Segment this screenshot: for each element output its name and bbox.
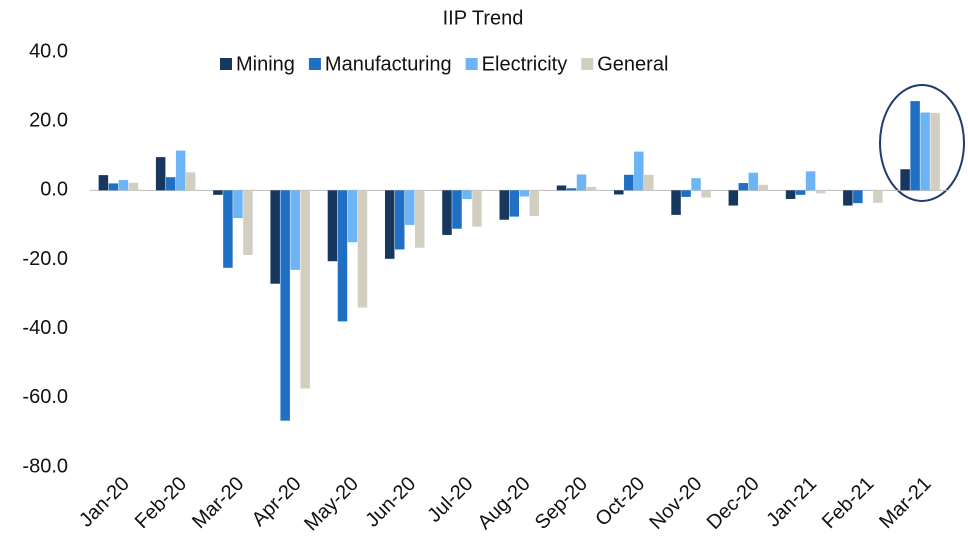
bar	[576, 174, 587, 191]
legend-label: Manufacturing	[325, 53, 452, 75]
bar	[586, 186, 597, 191]
bar	[815, 190, 826, 194]
bar	[873, 190, 883, 203]
bar	[805, 171, 816, 191]
bar	[118, 179, 129, 191]
bar	[347, 190, 358, 243]
legend-swatch	[581, 58, 594, 70]
bar	[614, 190, 624, 195]
bar	[462, 190, 472, 199]
bar	[758, 184, 769, 191]
bar	[357, 190, 368, 308]
legend-swatch	[220, 58, 232, 70]
bar	[337, 190, 348, 322]
bar	[634, 151, 644, 191]
bar	[384, 190, 395, 259]
bar	[290, 190, 300, 270]
bar	[930, 112, 940, 191]
x-tick-label: Mar-20	[188, 473, 248, 533]
bar	[472, 190, 482, 227]
bar	[785, 190, 796, 199]
x-tick-label: Dec-20	[703, 473, 764, 534]
x-tick-label: Mar-21	[875, 473, 935, 533]
chart-title: IIP Trend	[443, 7, 524, 29]
bar	[243, 190, 253, 256]
bar	[98, 175, 109, 191]
bar	[738, 183, 749, 191]
x-tick-label: Jun-20	[361, 473, 420, 532]
x-tick-label: Apr-20	[248, 473, 306, 531]
x-tick-label: Nov-20	[645, 473, 706, 534]
legend-label: Electricity	[482, 53, 568, 75]
y-tick-label: -60.0	[22, 386, 68, 408]
bar	[213, 190, 223, 195]
x-tick-label: Sep-20	[531, 473, 592, 534]
bar	[270, 190, 280, 284]
bar	[900, 169, 910, 191]
legend-label: General	[597, 53, 668, 75]
legend-swatch	[308, 58, 321, 70]
bar	[728, 190, 739, 206]
y-tick-label: 20.0	[29, 109, 68, 131]
x-tick-label: Feb-20	[131, 473, 191, 533]
bar	[671, 190, 681, 215]
x-tick-label: Jan-20	[75, 473, 134, 532]
bar	[394, 190, 405, 250]
bar	[442, 190, 452, 235]
bar	[681, 190, 691, 197]
bar	[108, 183, 119, 191]
bar	[624, 174, 634, 191]
bar	[499, 190, 509, 220]
bar	[223, 190, 233, 268]
y-tick-label: -40.0	[22, 317, 68, 339]
y-tick-label: 0.0	[40, 179, 68, 201]
bar	[280, 190, 290, 421]
x-tick-label: Oct-20	[591, 473, 649, 531]
y-tick-label: 40.0	[29, 40, 68, 62]
x-tick-label: Feb-21	[818, 473, 878, 533]
bar	[300, 190, 310, 389]
bar	[185, 172, 196, 191]
bar	[233, 190, 243, 218]
bar	[155, 157, 166, 191]
bar	[519, 190, 529, 197]
bar	[452, 190, 462, 229]
bar	[920, 112, 930, 191]
bar	[691, 178, 701, 191]
bar	[701, 190, 711, 198]
x-tick-label: Jul-20	[423, 473, 477, 527]
bar	[509, 190, 519, 217]
bar	[165, 177, 176, 191]
x-tick-label: Jan-21	[762, 473, 821, 532]
bar	[843, 190, 853, 206]
bar	[644, 174, 654, 191]
y-tick-label: -20.0	[22, 248, 68, 270]
bar	[128, 182, 139, 191]
bar	[853, 190, 863, 204]
bar	[910, 101, 920, 191]
legend-label: Mining	[236, 53, 295, 75]
bar	[414, 190, 425, 248]
bar	[175, 150, 186, 191]
bar	[566, 188, 577, 191]
bar	[556, 185, 567, 191]
bar	[795, 190, 806, 195]
legend-swatch	[465, 58, 478, 70]
x-tick-label: May-20	[300, 473, 363, 536]
bar	[404, 190, 415, 225]
y-tick-label: -80.0	[22, 455, 68, 477]
bar	[327, 190, 338, 262]
highlight-ellipse	[879, 84, 965, 202]
bar	[748, 172, 759, 191]
bar	[529, 190, 539, 216]
x-tick-label: Aug-20	[474, 473, 535, 534]
